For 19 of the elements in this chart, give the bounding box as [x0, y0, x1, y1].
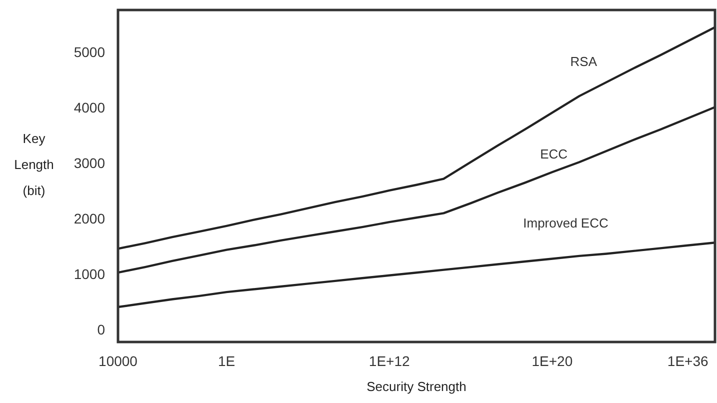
line-series	[116, 26, 716, 250]
line-series	[116, 106, 716, 274]
y-tick-label: 2000	[74, 210, 106, 227]
series-label: Improved ECC	[523, 215, 608, 230]
series-label: RSA	[570, 54, 598, 69]
y-tick-label: 1000	[74, 266, 106, 282]
line-series	[116, 242, 716, 308]
series-label: ECC	[540, 146, 568, 162]
x-tick-label: 1E+20	[532, 353, 573, 369]
y-tick-label: 5000	[74, 44, 106, 60]
x-tick-label: 1E+12	[368, 353, 410, 369]
y-axis-title: Key Length (bit)	[14, 130, 54, 198]
y-tick-label: 0	[97, 322, 106, 338]
x-tick-label: 1E	[218, 353, 236, 369]
y-tick-label: 3000	[74, 155, 106, 172]
y-tick-label: 4000	[74, 100, 106, 116]
x-axis-title: Security Strength	[366, 379, 466, 394]
x-tick-label: 1E+36	[667, 353, 709, 369]
x-tick-label: 10000	[98, 353, 138, 369]
